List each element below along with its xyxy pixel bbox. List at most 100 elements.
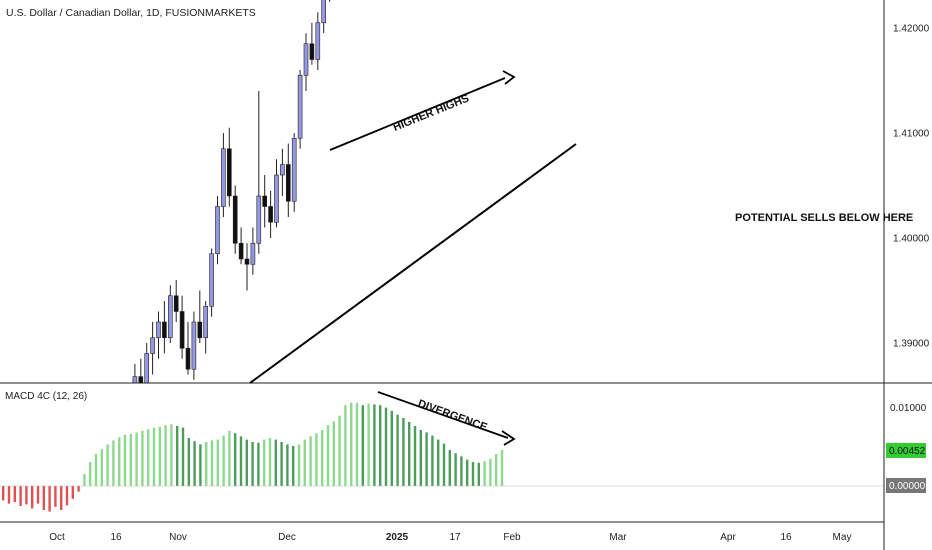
candle-body [250, 242, 256, 265]
candle [329, 0, 331, 2]
macd-bar [286, 444, 289, 486]
macd-bar [42, 486, 45, 510]
macd-bar [123, 434, 127, 486]
macd-bar [361, 405, 364, 486]
macd-bar [94, 454, 98, 486]
candle [297, 70, 303, 149]
price-tick-label: 1.42000 [893, 24, 930, 35]
annotation-divergence: DIVERGENCE [416, 398, 488, 434]
zero-tag-bg [886, 478, 926, 493]
candle [280, 148, 285, 196]
candle [221, 133, 226, 217]
candle [285, 143, 291, 217]
price-tick-label: 1.41000 [893, 129, 930, 140]
time-tick-label: Mar [609, 532, 627, 543]
macd-bar [25, 486, 28, 505]
macd-bar [344, 405, 347, 486]
candle [197, 290, 203, 343]
time-tick-label: 16 [110, 532, 122, 543]
candle [268, 190, 273, 238]
candle-body [291, 137, 297, 202]
macd-bar [251, 442, 254, 486]
candle-body [244, 258, 250, 265]
macd-bar [338, 415, 341, 486]
macd-bar [222, 435, 225, 486]
macd-bar [147, 429, 150, 486]
macd-bar [181, 427, 185, 486]
time-tick-label: 2025 [386, 532, 409, 543]
macd-bar [152, 427, 156, 486]
candle [168, 285, 173, 343]
macd-bar [471, 462, 475, 486]
price-tick-label: 1.39000 [893, 339, 930, 350]
macd-bar [239, 436, 243, 486]
candle [315, 12, 321, 70]
candle-body [256, 195, 262, 244]
candle-body [221, 148, 226, 207]
time-tick-label: Nov [169, 532, 187, 543]
macd-bar [164, 425, 167, 486]
macd-bar [379, 405, 382, 486]
candle-body [268, 206, 273, 223]
candle [232, 185, 238, 254]
candle-body [197, 321, 203, 339]
macd-bar [268, 438, 272, 486]
candle-body [227, 148, 232, 197]
candle [191, 311, 197, 380]
macd-bar [228, 430, 231, 486]
macd-bar [7, 486, 11, 504]
macd-bar [170, 424, 173, 486]
macd-title: MACD 4C (12, 26) [5, 391, 87, 402]
macd-bar [89, 462, 92, 486]
candle [309, 22, 315, 65]
candle [244, 243, 250, 291]
candle [144, 343, 149, 383]
candle-body [132, 376, 138, 383]
candle-body [191, 321, 197, 370]
candle-body [138, 376, 144, 383]
macd-bar [448, 450, 451, 486]
candle [138, 358, 144, 383]
candle-body [179, 311, 185, 349]
macd-bar [205, 442, 208, 486]
macd-bar [373, 404, 376, 486]
candle-body [185, 347, 191, 370]
macd-bar [118, 437, 121, 486]
macd-pane [0, 402, 884, 512]
time-tick-label: May [833, 532, 852, 543]
macd-bar [274, 439, 277, 486]
macd-bar [466, 459, 469, 486]
macd-bar [280, 442, 283, 486]
macd-bar [31, 486, 34, 509]
price-tick-label: 1.40000 [893, 234, 930, 245]
macd-bar [135, 432, 138, 486]
macd-bar [257, 442, 260, 486]
macd-bar [425, 432, 428, 486]
candle-body [315, 22, 321, 60]
macd-bar [390, 410, 393, 486]
candle-body [162, 321, 167, 339]
time-tick-label: Feb [503, 532, 521, 543]
macd-bar [176, 426, 179, 486]
macd-bar [350, 402, 353, 486]
macd-bar [495, 454, 498, 486]
macd-bar [483, 461, 486, 486]
macd-bar [83, 474, 86, 486]
candle-body [238, 242, 244, 260]
candle [185, 322, 191, 375]
macd-bar [413, 426, 417, 486]
macd-bar [216, 439, 219, 486]
candle-body [262, 195, 268, 207]
macd-bar [500, 450, 504, 486]
macd-bar [367, 403, 370, 486]
macd-bar [263, 439, 266, 486]
chart-title: U.S. Dollar / Canadian Dollar, 1D, FUSIO… [6, 7, 256, 19]
macd-bar [477, 462, 480, 486]
macd-bar [431, 435, 434, 486]
macd-bar [315, 433, 318, 486]
macd-bar [297, 444, 301, 486]
candle [132, 364, 138, 383]
macd-bar [419, 430, 422, 486]
macd-zero-tag: 0.00000 [886, 478, 926, 493]
macd-bar [65, 486, 69, 506]
